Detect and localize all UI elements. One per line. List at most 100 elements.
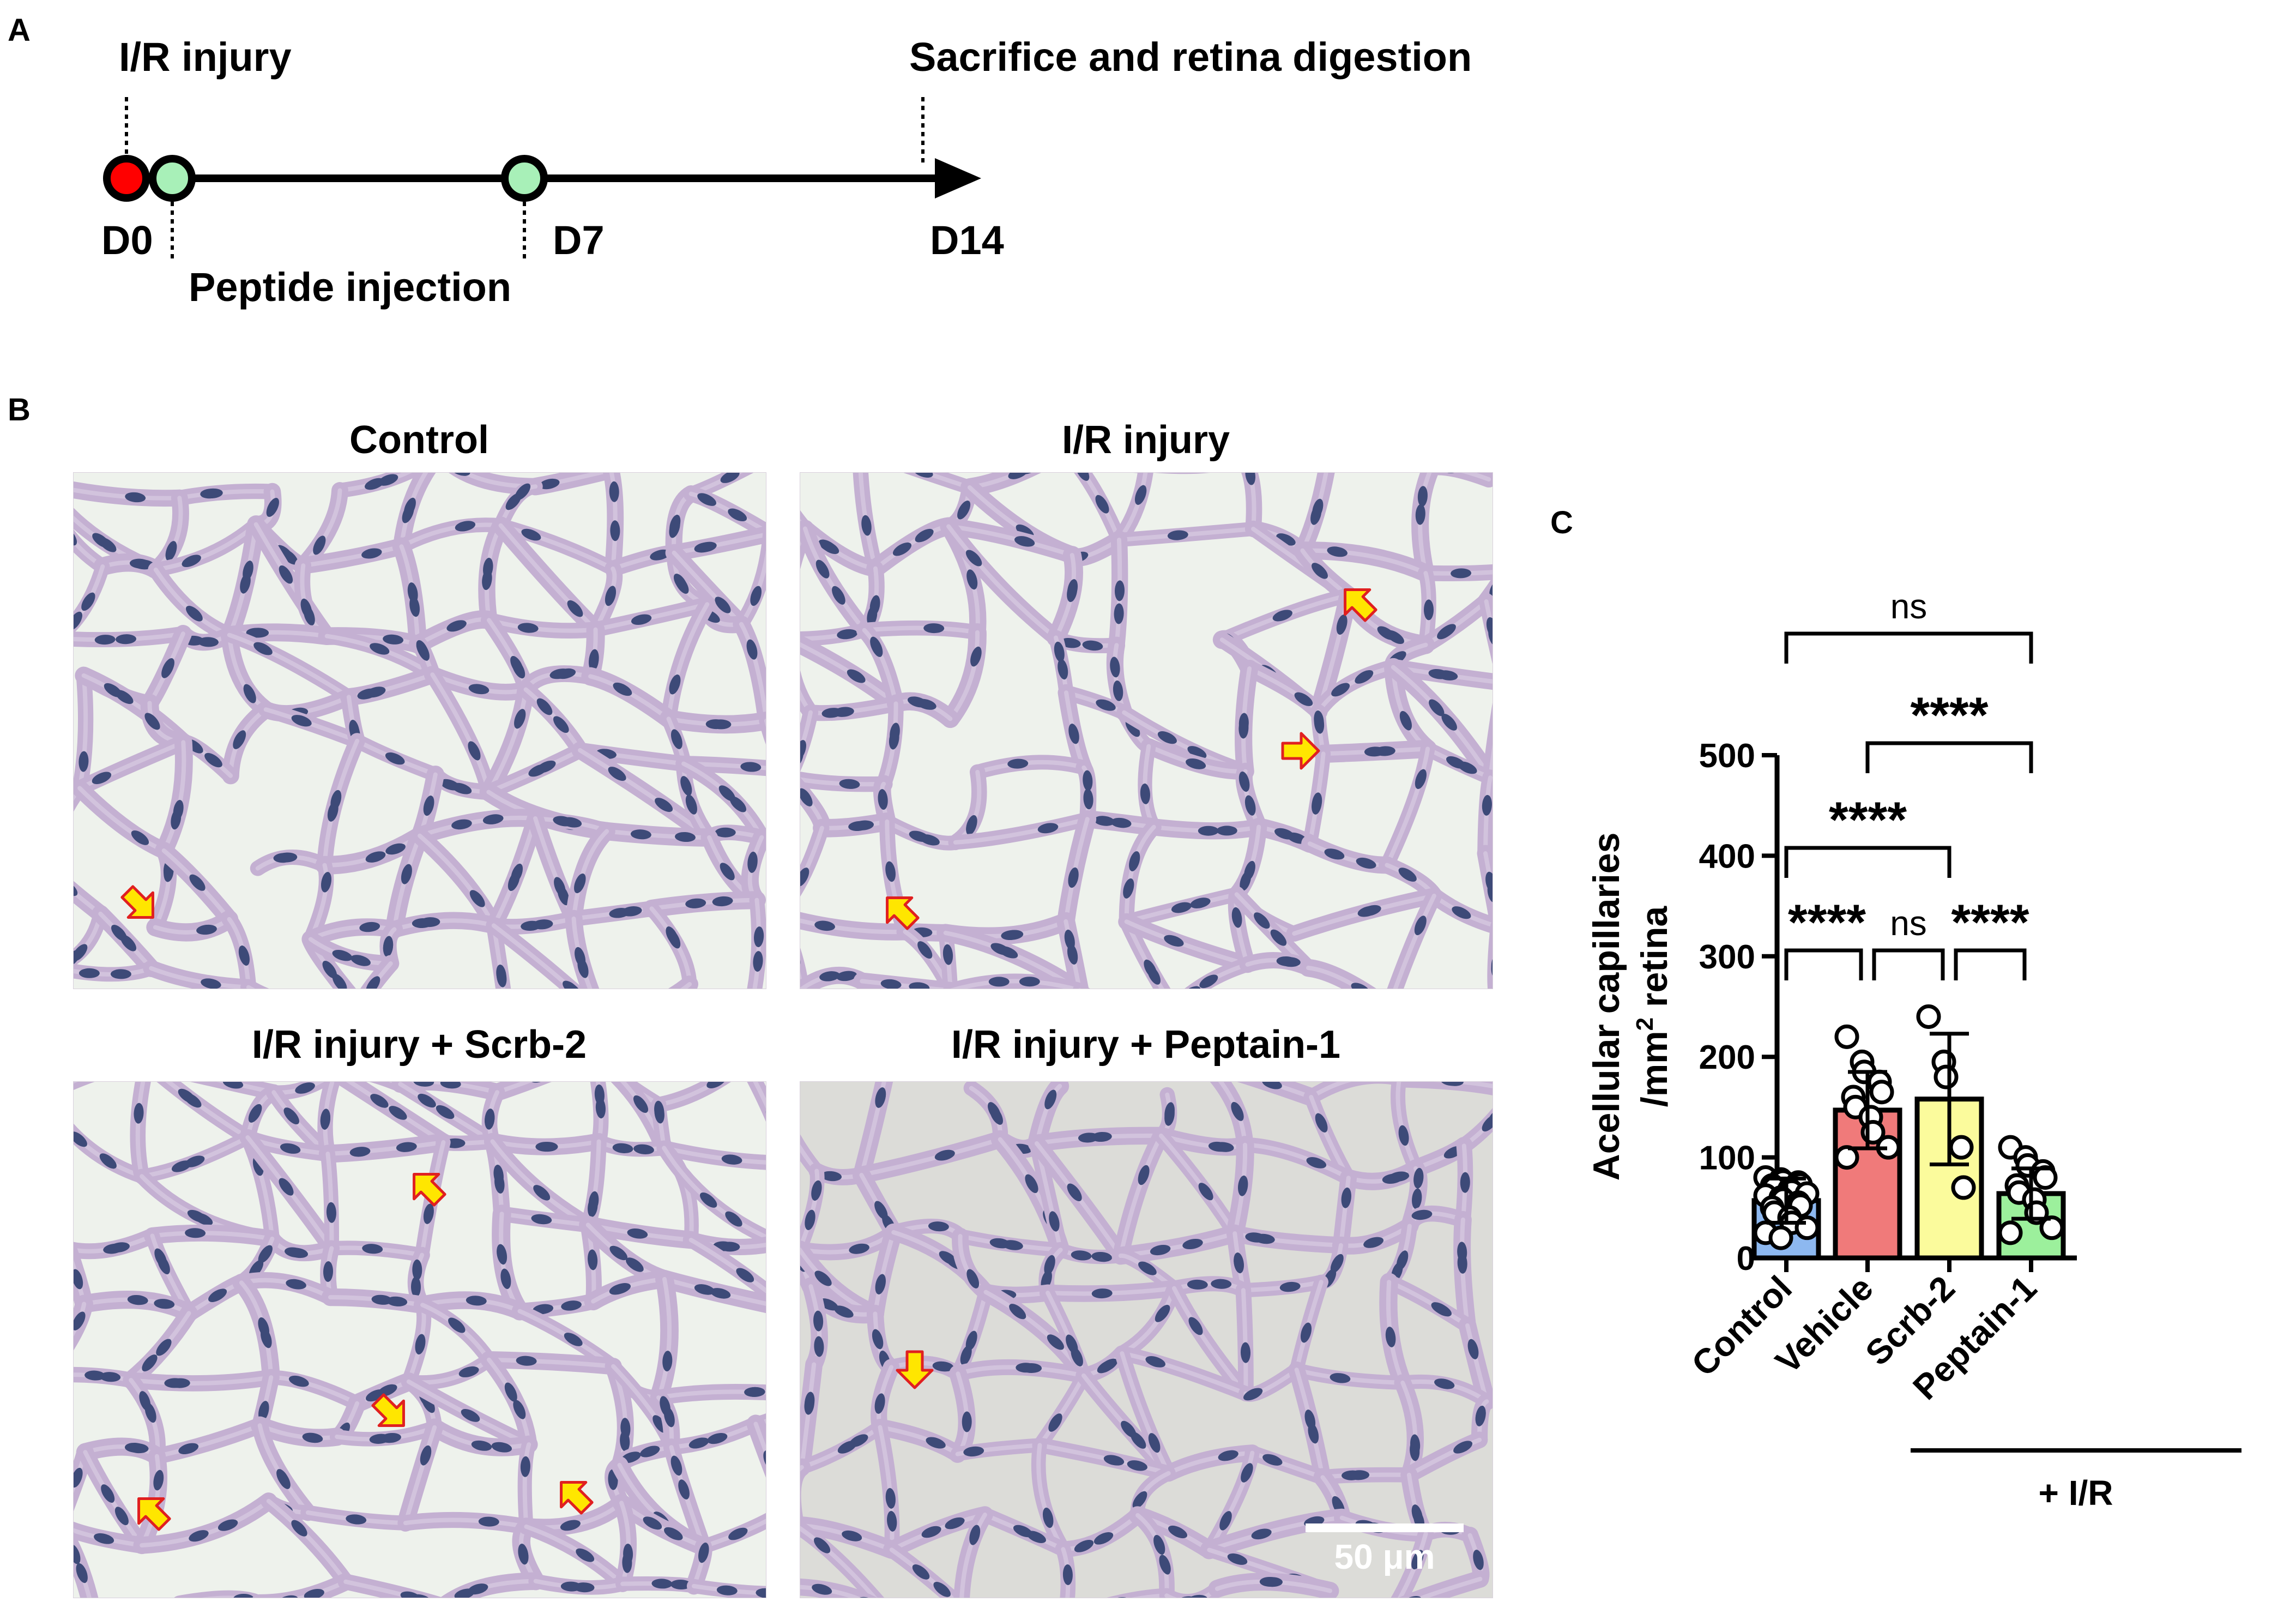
cell-nucleus bbox=[1413, 1167, 1424, 1189]
cell-nucleus bbox=[127, 1294, 148, 1305]
cell-nucleus bbox=[1013, 1525, 1033, 1538]
y-tick-label: 400 bbox=[1699, 838, 1755, 875]
cell-nucleus bbox=[878, 789, 888, 810]
arrow-shape bbox=[1281, 732, 1320, 770]
cell-nucleus bbox=[450, 473, 470, 476]
capillary-lumen bbox=[495, 1082, 533, 1095]
significance-label: **** bbox=[1829, 792, 1907, 848]
capillary-lumen bbox=[227, 633, 351, 700]
cell-nucleus bbox=[1312, 498, 1324, 519]
cell-nucleus bbox=[1044, 1255, 1055, 1275]
cell-nucleus bbox=[609, 481, 619, 502]
scale-bar bbox=[1306, 1523, 1464, 1532]
cell-nucleus bbox=[154, 1299, 175, 1309]
cell-nucleus bbox=[1437, 670, 1458, 680]
cell-nucleus bbox=[1014, 536, 1035, 547]
cell-nucleus bbox=[654, 1100, 664, 1122]
cell-nucleus bbox=[74, 1544, 81, 1564]
cell-nucleus bbox=[320, 1109, 331, 1130]
cell-nucleus bbox=[1274, 828, 1295, 840]
capillary-lumen bbox=[1395, 1082, 1418, 1171]
cell-nucleus bbox=[500, 1268, 511, 1290]
cell-nucleus bbox=[655, 798, 673, 812]
acellular-capillary-arrow bbox=[560, 1481, 594, 1515]
acellular-capillary-arrow bbox=[886, 896, 920, 930]
cell-nucleus bbox=[111, 925, 128, 942]
cell-nucleus bbox=[966, 815, 977, 835]
capillary-lumen bbox=[418, 833, 496, 928]
arrow-shape bbox=[1344, 588, 1377, 622]
cell-nucleus bbox=[957, 501, 971, 520]
capillary-lumen bbox=[74, 1302, 87, 1337]
cell-nucleus bbox=[945, 1517, 965, 1529]
micrograph-ir-injury bbox=[800, 472, 1493, 989]
cell-nucleus bbox=[813, 1310, 824, 1332]
cell-nucleus bbox=[754, 926, 764, 948]
cell-nucleus bbox=[1067, 581, 1078, 603]
arrow-shape bbox=[120, 885, 154, 919]
capillary-lumen bbox=[1232, 1231, 1343, 1248]
cell-nucleus bbox=[966, 1269, 980, 1288]
capillary-lumen bbox=[266, 1498, 348, 1584]
cell-nucleus bbox=[1147, 966, 1161, 985]
data-point bbox=[1916, 1004, 1941, 1029]
arrow-shape bbox=[413, 1173, 446, 1207]
cell-nucleus bbox=[718, 785, 735, 802]
cell-nucleus bbox=[1245, 1232, 1266, 1243]
cell-nucleus bbox=[557, 886, 570, 906]
cell-nucleus bbox=[276, 545, 293, 561]
cell-nucleus bbox=[575, 947, 586, 967]
capillary-lumen bbox=[571, 829, 609, 921]
capillary-lumen bbox=[948, 630, 980, 721]
cell-nucleus bbox=[171, 1160, 192, 1172]
capillary-lumen bbox=[257, 1423, 310, 1515]
data-point bbox=[1934, 1064, 1959, 1089]
cell-nucleus bbox=[736, 1268, 754, 1282]
cell-nucleus bbox=[1110, 817, 1132, 828]
data-point bbox=[1949, 1135, 1974, 1160]
cell-nucleus bbox=[746, 639, 758, 660]
cell-nucleus bbox=[511, 863, 523, 883]
cell-nucleus bbox=[266, 498, 279, 517]
timeline-day-d14: D14 bbox=[930, 218, 1004, 263]
scale-bar-label: 50 μm bbox=[1334, 1537, 1435, 1576]
cell-nucleus bbox=[396, 1142, 417, 1152]
cell-nucleus bbox=[553, 816, 573, 827]
cell-nucleus bbox=[705, 719, 727, 730]
cell-nucleus bbox=[78, 751, 89, 772]
cell-nucleus bbox=[1251, 1528, 1272, 1540]
data-point bbox=[2039, 1215, 2064, 1240]
cell-nucleus bbox=[1058, 659, 1068, 680]
cell-nucleus bbox=[1131, 1431, 1146, 1449]
cell-nucleus bbox=[518, 1544, 529, 1564]
cell-nucleus bbox=[512, 659, 525, 679]
cell-nucleus bbox=[410, 1276, 421, 1298]
cell-nucleus bbox=[885, 1487, 896, 1509]
capillary-lumen bbox=[486, 687, 528, 794]
cell-nucleus bbox=[454, 1588, 475, 1598]
cell-nucleus bbox=[521, 528, 541, 541]
cell-nucleus bbox=[1364, 746, 1385, 757]
cell-nucleus bbox=[926, 1437, 946, 1449]
cell-nucleus bbox=[836, 971, 857, 981]
cell-nucleus bbox=[561, 1300, 582, 1311]
cell-nucleus bbox=[74, 944, 88, 961]
capillary-lumen bbox=[1488, 744, 1493, 780]
cell-nucleus bbox=[101, 1484, 115, 1503]
capillary-lumen bbox=[1207, 1450, 1255, 1552]
cell-nucleus bbox=[1182, 1238, 1203, 1250]
cell-nucleus bbox=[609, 1245, 628, 1261]
cell-nucleus bbox=[1150, 1245, 1171, 1256]
capillary-lumen bbox=[77, 786, 166, 853]
capillary-lumen bbox=[1309, 1082, 1352, 1099]
cell-nucleus bbox=[144, 713, 160, 730]
cell-nucleus bbox=[1279, 1281, 1301, 1292]
capillary-lumen bbox=[593, 602, 710, 632]
cell-nucleus bbox=[1113, 680, 1123, 701]
capillary-lumen bbox=[619, 1501, 631, 1586]
cell-nucleus bbox=[699, 1192, 717, 1208]
data-point bbox=[1951, 1175, 1976, 1200]
cell-nucleus bbox=[849, 1434, 868, 1447]
cell-nucleus bbox=[359, 922, 380, 932]
capillary-lumen bbox=[1433, 1082, 1493, 1088]
